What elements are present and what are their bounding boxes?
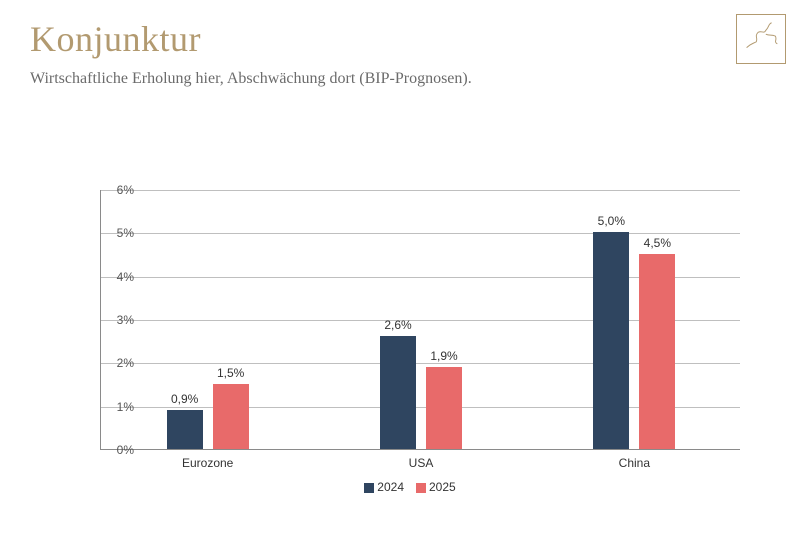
y-axis-tick-label: 6%: [104, 183, 134, 197]
y-axis-tick-label: 0%: [104, 443, 134, 457]
logo-icon: [736, 14, 786, 64]
y-axis-tick-label: 4%: [104, 270, 134, 284]
bar: [426, 367, 462, 449]
bar: [213, 384, 249, 449]
legend-label: 2025: [429, 480, 456, 494]
legend-item: 2025: [416, 480, 456, 494]
y-axis-tick-label: 2%: [104, 356, 134, 370]
gridline: [101, 233, 740, 234]
plot-area: 0%1%2%3%4%5%6%0,9%1,5%Eurozone2,6%1,9%US…: [100, 190, 740, 450]
legend-item: 2024: [364, 480, 404, 494]
category-label: USA: [409, 456, 434, 470]
y-axis-tick-label: 3%: [104, 313, 134, 327]
bar-value-label: 5,0%: [581, 214, 641, 228]
bar: [639, 254, 675, 449]
slide: Konjunktur Wirtschaftliche Erholung hier…: [0, 0, 812, 542]
bar-value-label: 0,9%: [155, 392, 215, 406]
bar-value-label: 1,5%: [201, 366, 261, 380]
gridline: [101, 190, 740, 191]
y-axis-tick-label: 5%: [104, 226, 134, 240]
bar-value-label: 1,9%: [414, 349, 474, 363]
legend-swatch: [364, 483, 374, 493]
y-axis-tick-label: 1%: [104, 400, 134, 414]
category-label: China: [619, 456, 650, 470]
category-label: Eurozone: [182, 456, 233, 470]
page-subtitle: Wirtschaftliche Erholung hier, Abschwäch…: [30, 70, 782, 88]
bar-value-label: 4,5%: [627, 236, 687, 250]
legend-label: 2024: [377, 480, 404, 494]
gdp-forecast-chart: 0%1%2%3%4%5%6%0,9%1,5%Eurozone2,6%1,9%US…: [60, 190, 760, 510]
chart-legend: 2024 2025: [60, 480, 760, 494]
bar: [167, 410, 203, 449]
page-title: Konjunktur: [30, 18, 782, 60]
bar: [380, 336, 416, 449]
legend-swatch: [416, 483, 426, 493]
bar-value-label: 2,6%: [368, 318, 428, 332]
bar: [593, 232, 629, 449]
